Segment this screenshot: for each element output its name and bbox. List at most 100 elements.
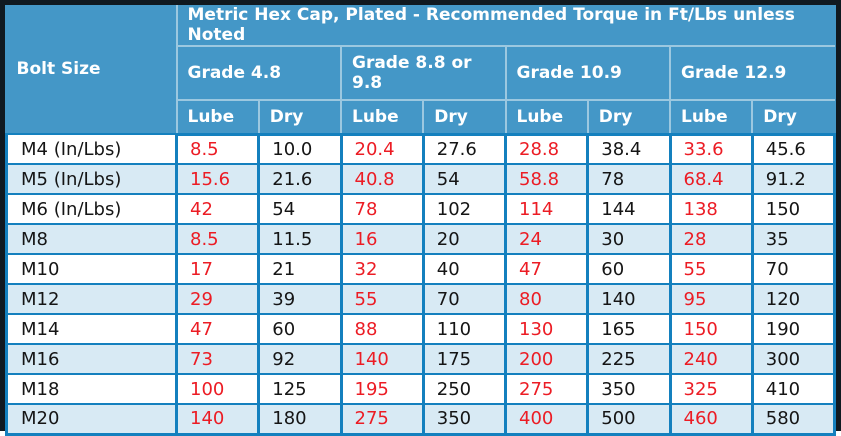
lube-value-cell: 140 (174, 403, 261, 436)
dry-value-cell: 78 (586, 163, 672, 195)
lube-value-cell: 20.4 (339, 133, 425, 165)
dry-value-cell: 27.6 (421, 133, 508, 165)
lube-value-cell: 32 (339, 253, 425, 285)
sub-header-lube-1: Lube (175, 99, 260, 136)
dry-value-cell: 39 (257, 283, 343, 315)
lube-value-cell: 55 (668, 253, 754, 285)
dry-value-cell: 180 (257, 403, 343, 436)
dry-value-cell: 54 (421, 163, 508, 195)
dry-value-cell: 70 (750, 253, 837, 285)
lube-value-cell: 33.6 (668, 133, 754, 165)
dry-value-cell: 102 (421, 193, 508, 225)
lube-value-cell: 28 (668, 223, 754, 255)
bolt-size-cell: M16 (5, 343, 178, 375)
lube-value-cell: 17 (174, 253, 261, 285)
lube-value-cell: 88 (339, 313, 425, 345)
table-row: M12 29 39 55 70 80 140 95 120 (5, 283, 837, 315)
table-header: Bolt Size Metric Hex Cap, Plated - Recom… (6, 5, 835, 136)
dry-value-cell: 21 (257, 253, 343, 285)
lube-value-cell: 42 (174, 193, 261, 225)
grade-header-row: Grade 4.8 Grade 8.8 or 9.8 Grade 10.9 Grade… (7, 45, 835, 101)
lube-value-cell: 275 (339, 403, 425, 436)
table-row: M20 140 180 275 350 400 500 460 580 (5, 403, 837, 436)
table-row: M16 73 92 140 175 200 225 240 300 (5, 343, 837, 375)
dry-value-cell: 10.0 (257, 133, 343, 165)
sub-header-dry-1: Dry (257, 99, 343, 136)
dry-value-cell: 40 (421, 253, 508, 285)
dry-value-cell: 580 (750, 403, 837, 436)
dry-value-cell: 92 (257, 343, 343, 375)
sub-header-lube-2: Lube (339, 99, 425, 136)
dry-value-cell: 225 (586, 343, 672, 375)
bolt-size-cell: M12 (5, 283, 178, 315)
lube-value-cell: 140 (339, 343, 425, 375)
lube-value-cell: 275 (503, 373, 590, 405)
table-body: M4 (In/Lbs) 8.5 10.0 20.4 27.6 28.8 38.4 33.6 45… (5, 133, 837, 436)
bolt-size-cell: M6 (In/Lbs) (5, 193, 178, 225)
grade-header-1: Grade 4.8 (175, 45, 342, 101)
lube-value-cell: 200 (503, 343, 590, 375)
table-title: Metric Hex Cap, Plated - Recommended Tor… (175, 5, 835, 47)
dry-value-cell: 91.2 (750, 163, 837, 195)
sub-header-dry-3: Dry (586, 99, 672, 136)
bolt-size-cell: M5 (In/Lbs) (5, 163, 178, 195)
lube-dry-header-row: Lube Dry Lube Dry Lube Dry Lube Dry (7, 99, 835, 136)
lube-value-cell: 8.5 (174, 223, 261, 255)
lube-value-cell: 100 (174, 373, 261, 405)
torque-table: Bolt Size Metric Hex Cap, Plated - Recom… (5, 5, 837, 436)
lube-value-cell: 195 (339, 373, 425, 405)
dry-value-cell: 110 (421, 313, 508, 345)
dry-value-cell: 38.4 (586, 133, 672, 165)
lube-value-cell: 47 (174, 313, 261, 345)
lube-value-cell: 68.4 (668, 163, 754, 195)
table-row: M5 (In/Lbs) 15.6 21.6 40.8 54 58.8 78 68.4 91.2 (5, 163, 837, 195)
sub-header-dry-2: Dry (422, 99, 507, 136)
bolt-size-cell: M20 (5, 403, 178, 436)
dry-value-cell: 21.6 (257, 163, 343, 195)
dry-value-cell: 150 (750, 193, 837, 225)
dry-value-cell: 45.6 (750, 133, 837, 165)
lube-value-cell: 40.8 (339, 163, 425, 195)
lube-value-cell: 8.5 (174, 133, 261, 165)
bolt-size-header: Bolt Size (6, 5, 178, 134)
lube-value-cell: 78 (339, 193, 425, 225)
lube-value-cell: 29 (174, 283, 261, 315)
lube-value-cell: 325 (668, 373, 754, 405)
dry-value-cell: 350 (421, 403, 508, 436)
dry-value-cell: 140 (586, 283, 672, 315)
lube-value-cell: 55 (339, 283, 425, 315)
table-row: M18 100 125 195 250 275 350 325 410 (5, 373, 837, 405)
dry-value-cell: 30 (586, 223, 672, 255)
dry-value-cell: 500 (586, 403, 672, 436)
grade-header-2: Grade 8.8 or 9.8 (340, 45, 507, 101)
table-row: M8 8.5 11.5 16 20 24 30 28 35 (5, 223, 837, 255)
lube-value-cell: 95 (668, 283, 754, 315)
grade-header-3: Grade 10.9 (504, 45, 671, 101)
sub-header-lube-4: Lube (668, 99, 754, 136)
bolt-size-cell: M18 (5, 373, 178, 405)
lube-value-cell: 16 (339, 223, 425, 255)
dry-value-cell: 70 (421, 283, 508, 315)
title-row: Bolt Size Metric Hex Cap, Plated - Recom… (6, 5, 835, 134)
dry-value-cell: 54 (257, 193, 343, 225)
lube-value-cell: 15.6 (174, 163, 261, 195)
dry-value-cell: 60 (257, 313, 343, 345)
lube-value-cell: 150 (668, 313, 754, 345)
lube-value-cell: 400 (503, 403, 590, 436)
lube-value-cell: 240 (668, 343, 754, 375)
lube-value-cell: 138 (668, 193, 754, 225)
lube-value-cell: 28.8 (503, 133, 590, 165)
table-row: M14 47 60 88 110 130 165 150 190 (5, 313, 837, 345)
dry-value-cell: 20 (421, 223, 508, 255)
lube-value-cell: 24 (503, 223, 590, 255)
lube-value-cell: 80 (503, 283, 590, 315)
dry-value-cell: 120 (750, 283, 837, 315)
dry-value-cell: 190 (750, 313, 837, 345)
lube-value-cell: 130 (503, 313, 590, 345)
dry-value-cell: 35 (750, 223, 837, 255)
grade-header-4: Grade 12.9 (669, 45, 835, 101)
table-row: M10 17 21 32 40 47 60 55 70 (5, 253, 837, 285)
lube-value-cell: 114 (503, 193, 590, 225)
dry-value-cell: 144 (586, 193, 672, 225)
